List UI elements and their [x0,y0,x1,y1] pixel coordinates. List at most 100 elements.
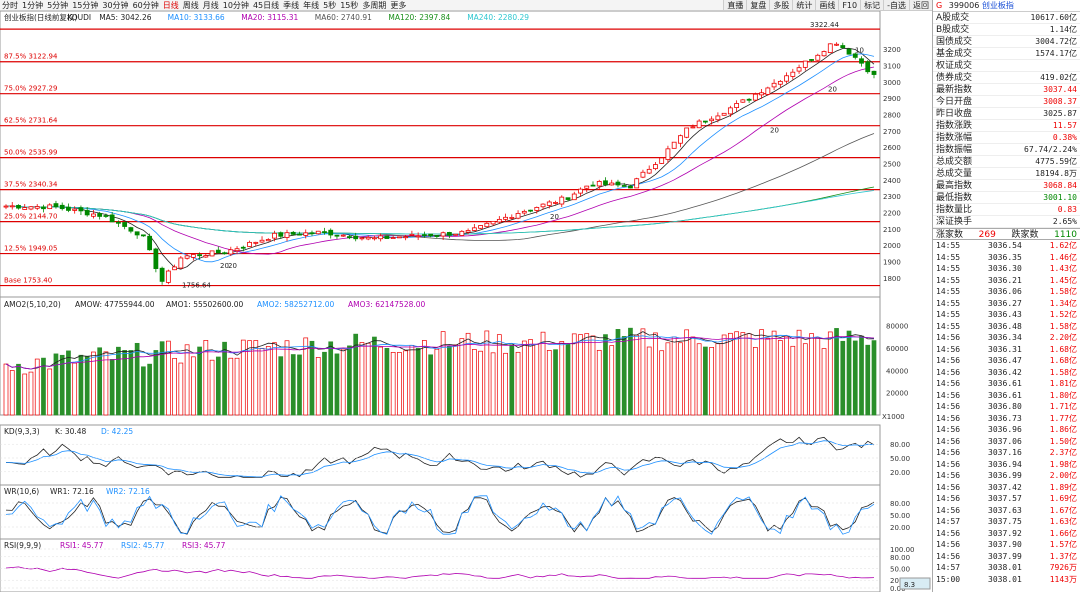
volume-bar [22,373,28,416]
tick-time: 14:56 [936,344,961,354]
period-tab[interactable]: 周线 [182,1,199,10]
candle-body [534,207,540,211]
volume-bar [253,340,259,416]
stat-row: 指数涨跌 11.57 [933,120,1080,132]
volume-bar [415,348,421,416]
tick-amount: 2.37亿 [1049,448,1077,457]
tick-price: 3037.16 [988,448,1022,457]
candle-body [78,207,84,212]
volume-bar [809,333,814,416]
candle-body [22,207,28,210]
ma-line [5,190,875,235]
wr-line [5,495,875,535]
toolbar-button[interactable]: 统计 [792,0,816,10]
candle-body [384,235,390,239]
volume-bar [440,331,446,416]
period-tab[interactable]: 30分钟 [102,1,129,10]
period-tab[interactable]: 日线 [162,1,179,10]
tick-time: 14:55 [936,310,961,319]
tick-time: 14:56 [936,471,961,480]
toolbar-button[interactable]: 直播 [723,0,747,10]
toolbar-button[interactable]: 返回 [909,0,932,10]
candle-body [453,233,459,236]
volume-legend: AMOW: 47755944.00 [75,300,155,309]
period-tab[interactable]: 60分钟 [132,1,159,10]
stat-row: 最新指数 3037.44 [933,84,1080,96]
volume-bar [403,350,409,416]
volume-bar [834,328,839,416]
period-tab[interactable]: 10分钟 [222,1,249,10]
price-tick: 3200 [883,46,901,54]
candle-body [528,209,533,212]
period-tab[interactable]: 1分钟 [22,1,44,10]
toolbar-button[interactable]: 标记 [860,0,884,10]
candle-body [665,148,671,160]
period-tab[interactable]: 更多 [390,1,407,10]
candle-body [16,204,21,209]
candle-body [628,185,633,189]
volume-bar [365,342,371,416]
volume-bar [496,334,502,416]
volume-bar [84,356,90,416]
candle-body [372,237,377,240]
tick-price: 3036.06 [988,287,1022,296]
volume-legend: AMO2(5,10,20) [4,300,61,309]
tick-amount: 1.50亿 [1049,436,1077,446]
period-tab[interactable]: 15秒 [340,1,359,10]
candle-body [334,234,340,237]
toolbar-button[interactable]: 复盘 [746,0,770,10]
period-tab[interactable]: 分时 [2,1,18,10]
toolbar-button[interactable]: 画线 [815,0,839,10]
tick-amount: 1.66亿 [1049,528,1077,538]
period-tab[interactable]: 多周期 [362,1,387,10]
candle-body [72,208,78,211]
candle-body [740,99,746,103]
ma-line [5,66,875,255]
low-label: 1756.64 [182,282,211,290]
stat-label: 基金成交 [936,49,973,59]
period-tab[interactable]: 季线 [283,1,300,10]
rsi-tick: 50.00 [890,566,910,574]
stat-value: 1574.17亿 [1035,49,1077,58]
stat-label: 债券成交 [936,73,973,83]
tick-time: 14:56 [936,390,961,400]
candle-body [640,171,646,178]
tick-time: 14:56 [936,413,961,423]
stat-value: 0.83 [1057,205,1077,214]
kd-tick: 50.00 [890,455,910,463]
toolbar-button[interactable]: 多股 [769,0,793,10]
tick-amount: 1.34亿 [1049,298,1077,308]
candle-body [790,71,796,77]
volume-bar [78,354,84,416]
stat-row: 债券成交 419.02亿 [933,72,1080,84]
period-tab[interactable]: 5分钟 [47,1,69,10]
volume-bar [827,331,833,416]
volume-bar [303,337,309,416]
period-tab[interactable]: 45日线 [252,1,280,10]
volume-bar [240,339,246,416]
rsi-legend: RSI2: 45.77 [121,541,165,550]
stat-label: 总成交额 [936,157,973,167]
tick-amount: 1.81亿 [1049,379,1077,388]
toolbar-button[interactable]: F10 [838,0,861,10]
candle-body [397,236,402,239]
candle-body [41,206,46,210]
price-tick: 3100 [883,62,901,70]
candle-body [490,220,496,225]
candle-body [603,180,608,185]
toolbar-button[interactable]: -自选 [883,0,909,10]
volume-bar [653,332,658,416]
candle-body [128,227,134,232]
kd-tick: 20.00 [890,469,910,477]
volume-bar [203,340,209,416]
candle-body [478,225,483,229]
period-tab[interactable]: 15分钟 [72,1,99,10]
candle-body [859,58,864,64]
period-tab[interactable]: 5秒 [323,1,337,10]
volume-bar [871,340,877,416]
candle-body [834,43,839,46]
period-tab[interactable]: 月线 [202,1,219,10]
tick-time: 14:56 [936,425,961,434]
period-tab[interactable]: 年线 [303,1,320,10]
candle-body [784,75,789,82]
